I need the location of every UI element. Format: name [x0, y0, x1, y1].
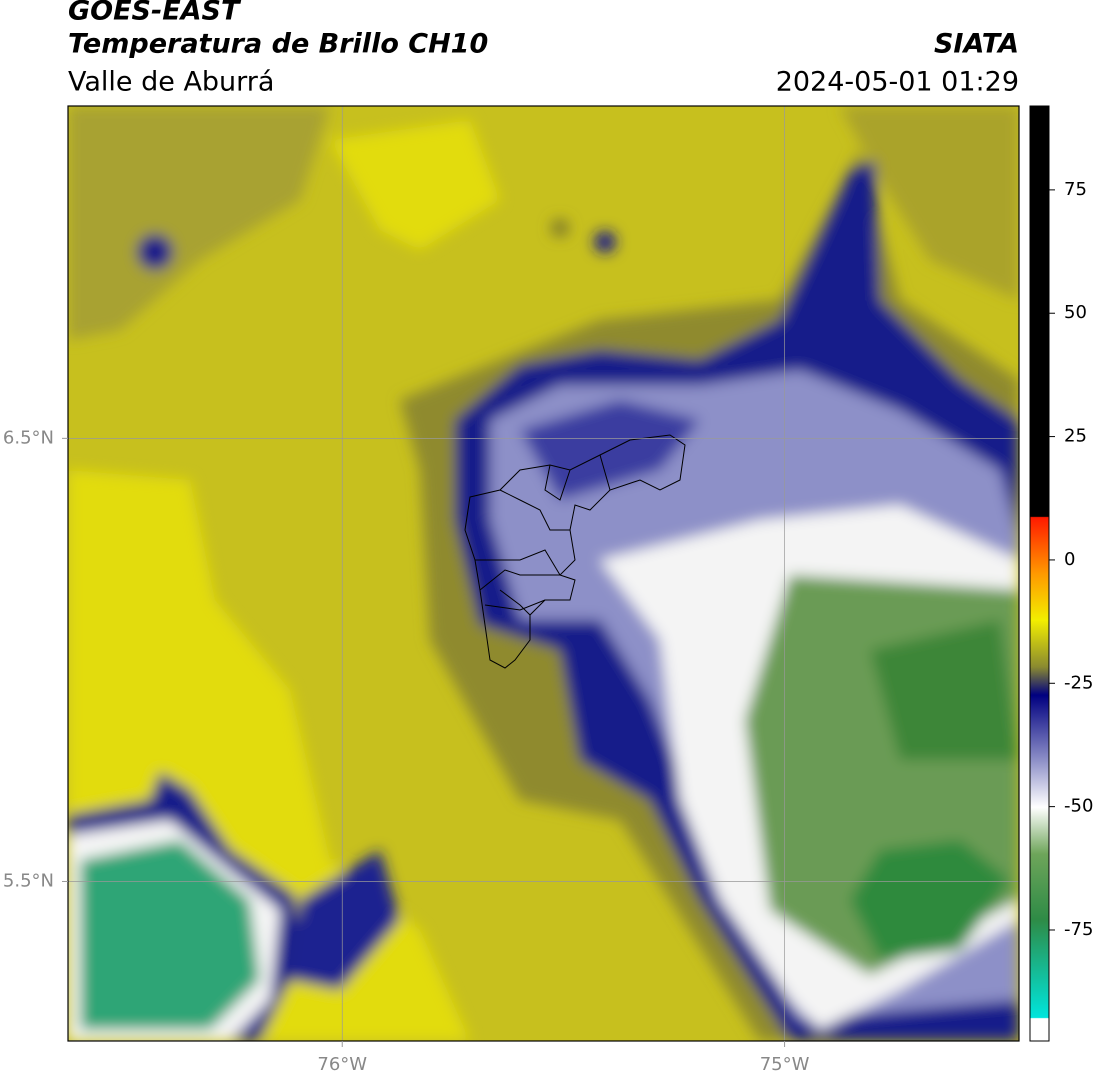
y-tick-label: 5.5°N [3, 870, 54, 891]
colorbar-tick-label: 50 [1064, 302, 1087, 323]
colorbar-tick-label: 0 [1064, 549, 1075, 570]
colorbar-tick-label: -50 [1064, 796, 1093, 817]
subtitle: Temperatura de Brillo CH10 [68, 29, 488, 60]
y-tick-label: 6.5°N [3, 427, 54, 448]
colorbar-tick-label: -25 [1064, 672, 1093, 693]
map-frame [67, 105, 1020, 1042]
x-tick-label: 76°W [317, 1054, 367, 1075]
colorbar-tick-label: -75 [1064, 919, 1093, 940]
x-tick-label: 75°W [760, 1054, 810, 1075]
datetime: 2024-05-01 01:29 [776, 67, 1019, 98]
region: Valle de Aburrá [68, 67, 274, 98]
grid [68, 106, 1019, 1041]
map-image [68, 106, 1019, 1041]
title: GOES-EAST [68, 0, 242, 27]
colorbar-tick-label: 25 [1064, 426, 1087, 447]
colorbar [1029, 105, 1050, 1042]
colorbar-tick-label: 75 [1064, 179, 1087, 200]
source: SIATA [934, 29, 1019, 60]
municipal-boundaries [464, 434, 686, 669]
